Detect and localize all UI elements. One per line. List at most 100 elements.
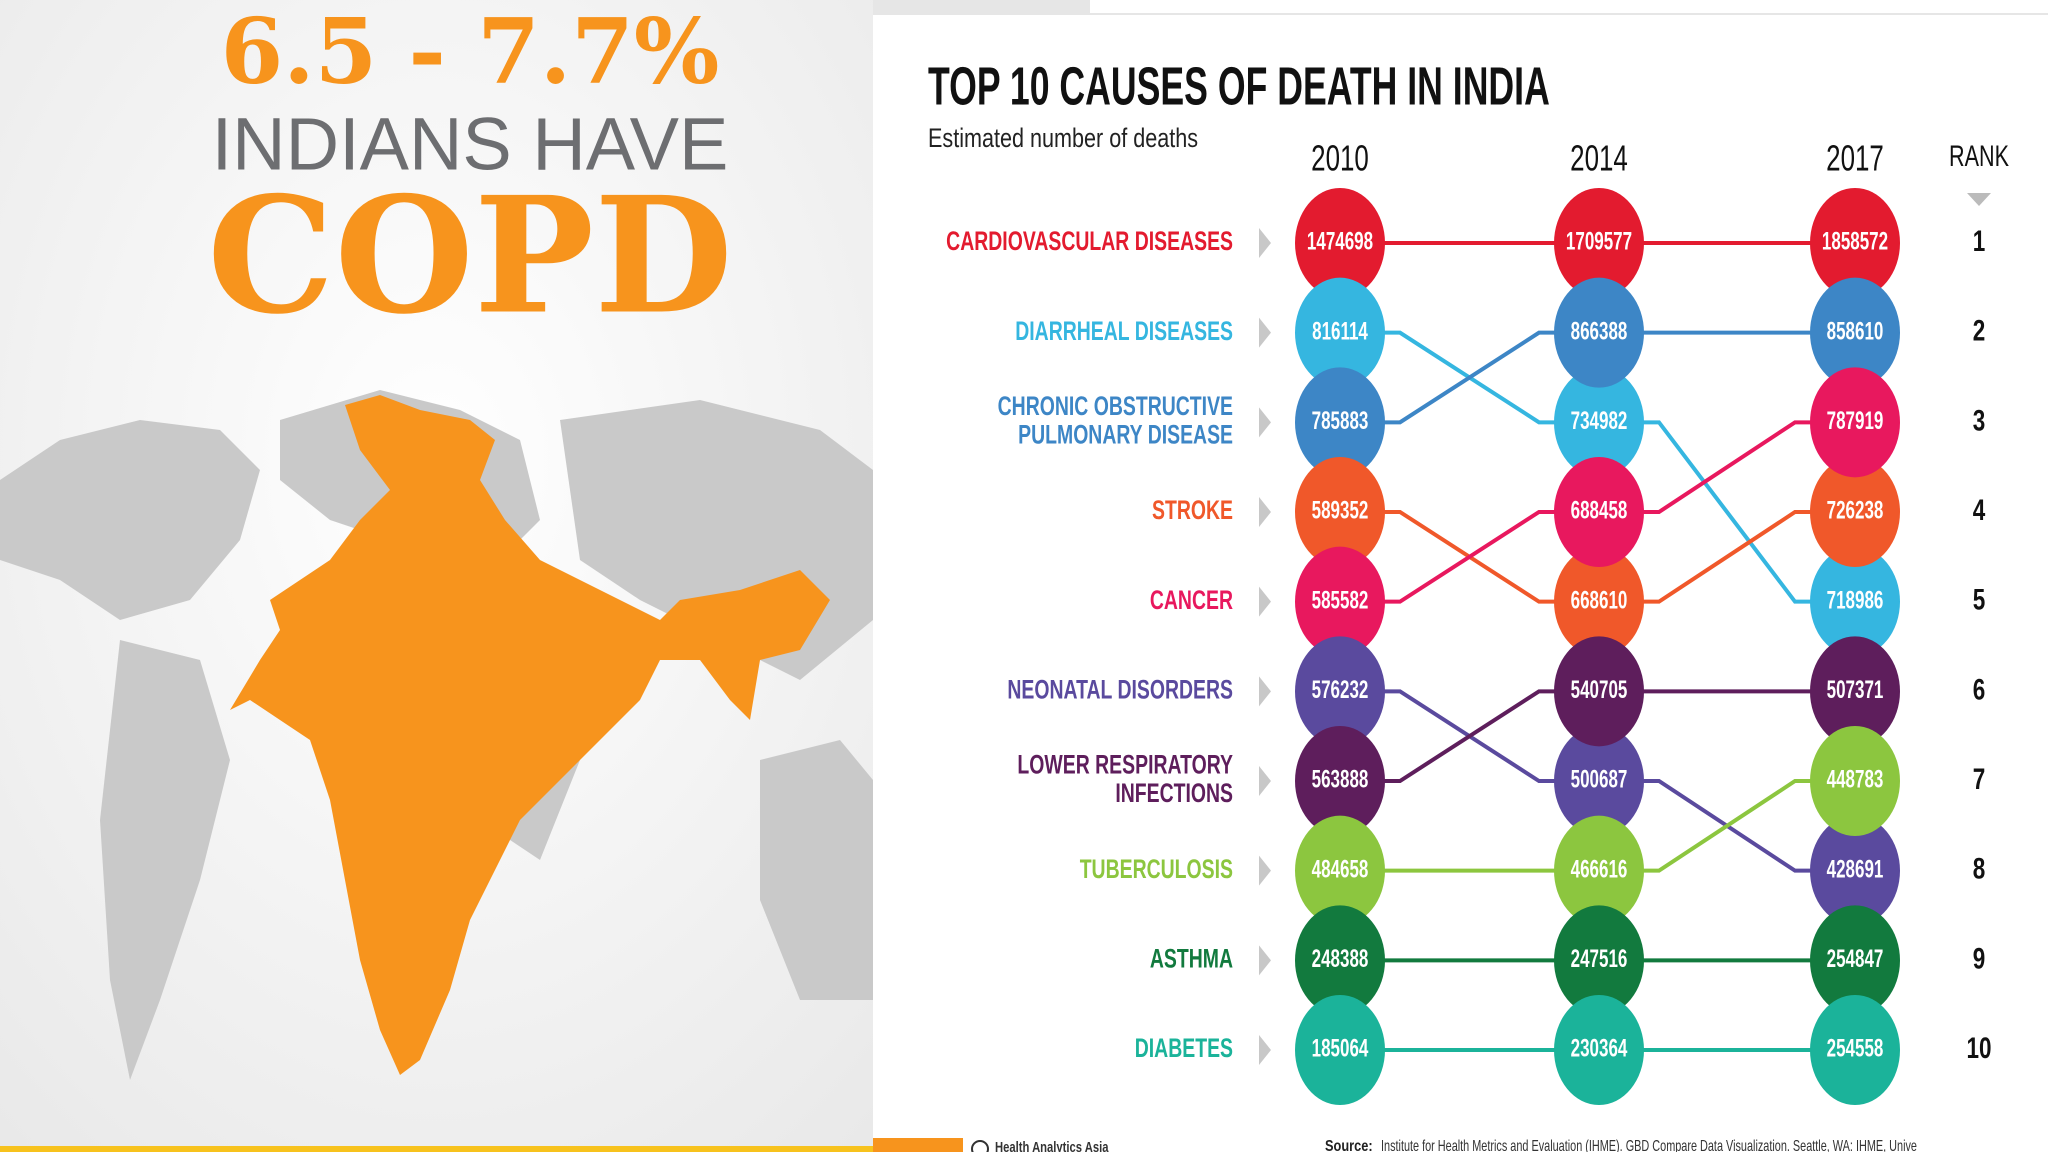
label-arrow	[1259, 228, 1271, 258]
series-label: CANCER	[1150, 585, 1233, 615]
value-circle	[1295, 726, 1385, 836]
headline: 6.5 - 7.7%	[221, 0, 720, 105]
value-label-group: 484658	[1312, 855, 1369, 883]
value-circle	[1295, 277, 1385, 388]
value-label-group: 448783	[1827, 765, 1884, 793]
rank-tick-group: 2	[1973, 313, 1986, 347]
series-label: STROKE	[1152, 495, 1233, 525]
value-circle	[1295, 995, 1385, 1105]
source-label-group: Source:	[1325, 1138, 1373, 1152]
value-label: 428691	[1827, 855, 1884, 883]
series-label-group: DIARRHEAL DISEASES	[1015, 316, 1233, 346]
value-circle	[1554, 636, 1644, 747]
value-circle	[1810, 995, 1900, 1105]
value-circle	[1810, 815, 1900, 926]
series-label-group: CHRONIC OBSTRUCTIVE PULMONARY DISEASE	[998, 391, 1233, 449]
value-circle	[1810, 277, 1900, 388]
rank-tick-group: 8	[1973, 851, 1986, 885]
series-label-group: STROKE	[1152, 495, 1233, 525]
value-label: 484658	[1312, 855, 1369, 883]
label-arrow	[1259, 766, 1271, 796]
series-label: DIARRHEAL DISEASES	[1015, 316, 1233, 346]
series-label-group: NEONATAL DISORDERS	[1007, 674, 1233, 704]
top-strip-window	[1090, 0, 2048, 13]
value-circle	[1554, 546, 1644, 657]
series-label-group: TUBERCULOSIS	[1080, 854, 1233, 884]
rank-arrow	[1967, 193, 1991, 206]
value-label-group: 734982	[1571, 407, 1628, 435]
value-circle	[1295, 815, 1385, 926]
value-label: 500687	[1571, 765, 1628, 793]
value-label: 858610	[1827, 317, 1884, 345]
rank-tick-label: 5	[1973, 582, 1986, 616]
rank-tick-label: 1	[1973, 224, 1986, 258]
value-label: 668610	[1571, 586, 1628, 614]
rank-tick-label: 2	[1973, 313, 1986, 347]
label-arrow	[1259, 407, 1271, 438]
source-text: Institute for Health Metrics and Evaluat…	[1381, 1137, 1917, 1152]
value-label-group: 466616	[1571, 855, 1628, 883]
series-label: CHRONIC OBSTRUCTIVE PULMONARY DISEASE	[998, 391, 1233, 449]
value-label: 248388	[1312, 945, 1369, 973]
value-label-group: 1858572	[1822, 227, 1888, 255]
value-label: 254558	[1827, 1034, 1884, 1062]
label-arrow	[1259, 586, 1271, 617]
value-label: 448783	[1827, 765, 1884, 793]
value-label-group: 254558	[1827, 1034, 1884, 1062]
value-label-group: 563888	[1312, 765, 1369, 793]
value-label-group: 787919	[1827, 407, 1884, 435]
series-label-group: LOWER RESPIRATORY INFECTIONS	[1017, 750, 1233, 808]
value-circle	[1295, 188, 1385, 298]
rank-header: RANK	[1949, 138, 2009, 172]
rank-tick-group: 3	[1973, 403, 1986, 437]
chart-subtitle: Estimated number of deaths	[928, 124, 1198, 154]
publisher-group: Health Analytics Asia	[995, 1138, 1109, 1152]
india-map	[230, 395, 830, 1075]
value-circle	[1810, 726, 1900, 836]
label-arrow	[1259, 945, 1271, 976]
rank-tick-label: 8	[1973, 851, 1986, 885]
series-label: DIABETES	[1135, 1033, 1233, 1063]
value-label: 254847	[1827, 945, 1884, 973]
value-circle	[1295, 367, 1385, 478]
label-arrow	[1259, 1035, 1271, 1065]
value-label-group: 718986	[1827, 586, 1884, 614]
value-label-group: 668610	[1571, 586, 1628, 614]
rank-tick-label: 9	[1973, 941, 1986, 975]
value-label: 688458	[1571, 496, 1628, 524]
rank-tick-label: 4	[1973, 493, 1986, 527]
label-arrow	[1259, 317, 1271, 348]
chart-subtitle-group: Estimated number of deaths	[928, 124, 1198, 154]
chart-title: TOP 10 CAUSES OF DEATH IN INDIA	[928, 56, 1550, 116]
value-label: 585582	[1312, 586, 1369, 614]
value-circle	[1554, 367, 1644, 478]
value-label-group: 726238	[1827, 496, 1884, 524]
x-category-group: 2010	[1311, 138, 1369, 178]
rank-tick-label: 7	[1973, 762, 1986, 796]
value-label: 1474698	[1307, 227, 1373, 255]
series-label: CARDIOVASCULAR DISEASES	[946, 226, 1233, 256]
value-label-group: 1474698	[1307, 227, 1373, 255]
series-label-group: ASTHMA	[1150, 943, 1233, 973]
value-label: 589352	[1312, 496, 1369, 524]
value-circle	[1295, 457, 1385, 567]
value-label-group: 1709577	[1566, 227, 1632, 255]
value-circle	[1554, 995, 1644, 1105]
value-label: 734982	[1571, 407, 1628, 435]
value-circle	[1810, 367, 1900, 478]
left-footer-bar	[0, 1146, 873, 1152]
rank-tick-label: 3	[1973, 403, 1986, 437]
series-label-group: DIABETES	[1135, 1033, 1233, 1063]
value-circle	[1810, 905, 1900, 1016]
value-circle	[1554, 905, 1644, 1016]
subheadline: INDIANS HAVE	[212, 103, 729, 186]
bump-chart: TOP 10 CAUSES OF DEATH IN INDIA Estimated…	[928, 56, 2009, 1152]
value-label-group: 589352	[1312, 496, 1369, 524]
rank-tick-label: 6	[1973, 672, 1986, 706]
value-label-group: 230364	[1571, 1034, 1628, 1062]
value-label-group: 785883	[1312, 407, 1369, 435]
value-label-group: 500687	[1571, 765, 1628, 793]
value-circle	[1810, 457, 1900, 567]
value-circle	[1554, 188, 1644, 298]
